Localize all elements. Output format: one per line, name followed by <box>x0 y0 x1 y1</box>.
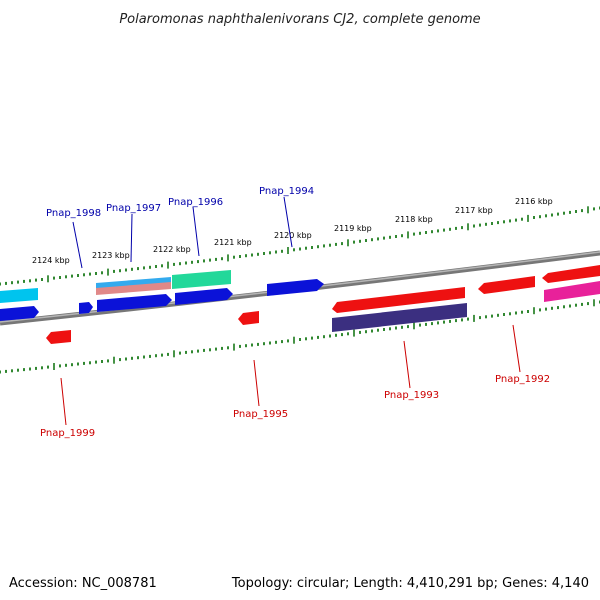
gene-arrow-tip[interactable] <box>332 302 337 313</box>
accession-text: Accession: NC_008781 <box>9 576 157 591</box>
gene-arrow[interactable] <box>238 311 259 325</box>
gene-block[interactable] <box>172 270 231 289</box>
kbp-label: 2117 kbp <box>455 206 493 215</box>
leader-line <box>72 221 83 269</box>
gene-arrow[interactable] <box>337 287 465 313</box>
gene-label[interactable]: Pnap_1995 <box>233 409 288 420</box>
gene-arrow[interactable] <box>46 330 71 344</box>
kbp-label: 2120 kbp <box>274 231 312 240</box>
kbp-label: 2124 kbp <box>32 256 70 265</box>
inner-tick-track <box>0 299 600 374</box>
map-title: Polaromonas naphthalenivorans CJ2, compl… <box>119 12 480 27</box>
forward-strand-genes <box>0 265 600 321</box>
leader-line <box>60 377 67 426</box>
gene-label[interactable]: Pnap_1998 <box>46 208 101 219</box>
gene-label[interactable]: Pnap_1997 <box>106 203 161 214</box>
gene-label[interactable]: Pnap_1996 <box>168 197 223 208</box>
gene-leader-lines <box>60 196 521 426</box>
outer-tick-track <box>0 206 600 286</box>
scale-labels: 2124 kbp 2123 kbp 2122 kbp 2121 kbp 2120… <box>32 197 553 265</box>
reverse-strand-genes <box>46 303 467 344</box>
gene-block[interactable] <box>0 288 38 303</box>
leader-line <box>130 213 133 263</box>
gene-arrow[interactable] <box>79 302 93 314</box>
gene-block[interactable] <box>332 303 467 332</box>
gene-arrow[interactable] <box>97 294 172 312</box>
gene-block[interactable] <box>544 281 600 302</box>
gene-labels: Pnap_1998 Pnap_1997 Pnap_1996 Pnap_1994 … <box>40 186 550 439</box>
leader-line <box>512 324 521 373</box>
genome-summary-text: Topology: circular; Length: 4,410,291 bp… <box>231 576 589 591</box>
gene-label[interactable]: Pnap_1992 <box>495 374 550 385</box>
gene-arrow[interactable] <box>548 265 600 283</box>
gene-arrow-tip[interactable] <box>478 283 484 294</box>
kbp-label: 2121 kbp <box>214 238 252 247</box>
leader-line <box>192 206 200 257</box>
kbp-label: 2123 kbp <box>92 251 130 260</box>
gene-arrow-tip[interactable] <box>542 273 548 283</box>
kbp-label: 2118 kbp <box>395 215 433 224</box>
gene-block[interactable] <box>96 282 171 295</box>
gene-arrow[interactable] <box>0 306 39 321</box>
leader-line <box>403 340 411 389</box>
kbp-label: 2122 kbp <box>153 245 191 254</box>
leader-line <box>283 196 293 248</box>
gene-arrow[interactable] <box>267 279 324 296</box>
kbp-label: 2116 kbp <box>515 197 553 206</box>
gene-arrow[interactable] <box>484 276 535 294</box>
kbp-label: 2119 kbp <box>334 224 372 233</box>
gene-label[interactable]: Pnap_1994 <box>259 186 314 197</box>
gene-arrow[interactable] <box>175 288 233 305</box>
gene-label[interactable]: Pnap_1993 <box>384 390 439 401</box>
gene-label[interactable]: Pnap_1999 <box>40 428 95 439</box>
leader-line <box>253 359 260 407</box>
